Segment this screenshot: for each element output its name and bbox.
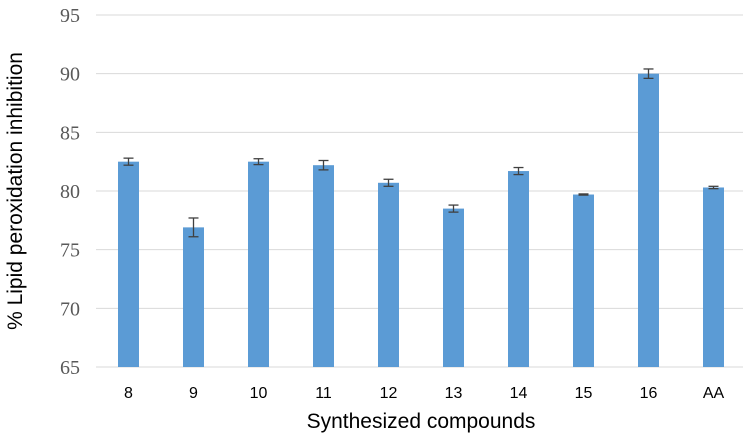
y-tick-label-65: 65 bbox=[60, 357, 80, 379]
bar-AA bbox=[703, 187, 724, 367]
error-bar-8 bbox=[123, 157, 134, 166]
x-axis-title: Synthesized compounds bbox=[307, 410, 536, 433]
error-bar-10 bbox=[253, 158, 264, 166]
bar-10 bbox=[248, 161, 269, 367]
x-tick-label-16: 16 bbox=[640, 385, 658, 402]
bar-8 bbox=[118, 161, 139, 367]
y-tick-label-80: 80 bbox=[60, 181, 80, 203]
error-bar-15 bbox=[578, 193, 589, 196]
bars bbox=[118, 73, 724, 368]
error-bar-16 bbox=[643, 68, 654, 80]
x-tick-label-13: 13 bbox=[445, 385, 463, 402]
y-axis-title: % Lipid peroxidation inhibition bbox=[4, 52, 27, 330]
bar-11 bbox=[313, 165, 334, 367]
x-tick-label-14: 14 bbox=[510, 385, 528, 402]
error-bar-9 bbox=[188, 217, 199, 238]
error-bar-AA bbox=[708, 185, 719, 190]
x-tick-label-12: 12 bbox=[380, 385, 398, 402]
bar-13 bbox=[443, 208, 464, 367]
error-bars bbox=[123, 68, 719, 238]
bar-16 bbox=[638, 73, 659, 368]
y-tick-label-95: 95 bbox=[60, 5, 80, 27]
x-tick-label-8: 8 bbox=[124, 385, 133, 402]
x-axis-ticks: 8 9 10 11 12 13 14 15 16 AA bbox=[124, 385, 724, 402]
bar-9 bbox=[183, 227, 204, 367]
x-tick-label-11: 11 bbox=[315, 385, 332, 402]
x-tick-label-15: 15 bbox=[575, 385, 593, 402]
x-tick-label-10: 10 bbox=[250, 385, 268, 402]
y-tick-label-90: 90 bbox=[60, 64, 80, 86]
error-bar-14 bbox=[513, 166, 524, 176]
bar-14 bbox=[508, 171, 529, 367]
error-bar-11 bbox=[318, 159, 329, 171]
y-tick-label-70: 70 bbox=[60, 298, 80, 320]
bar-15 bbox=[573, 194, 594, 367]
x-tick-label-9: 9 bbox=[189, 385, 198, 402]
error-bar-12 bbox=[383, 178, 394, 187]
y-axis-ticks: 65 70 75 80 85 90 95 bbox=[60, 5, 80, 379]
bar-12 bbox=[378, 182, 399, 367]
y-tick-label-85: 85 bbox=[60, 122, 80, 144]
x-tick-label-AA: AA bbox=[703, 385, 725, 402]
y-tick-label-75: 75 bbox=[60, 240, 80, 262]
error-bar-13 bbox=[448, 204, 459, 213]
